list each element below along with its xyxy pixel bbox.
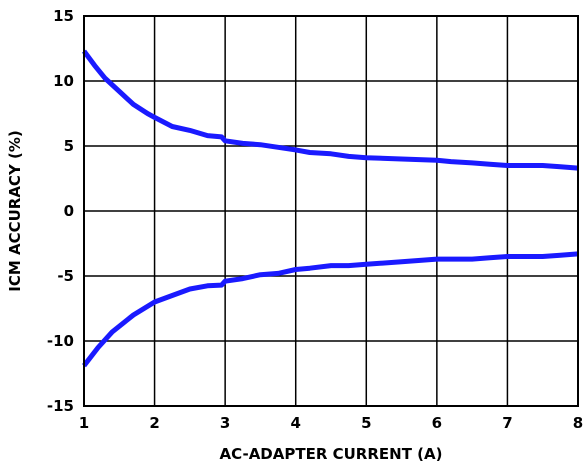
- x-tick-label: 5: [361, 414, 371, 432]
- y-tick-label: 10: [53, 72, 74, 90]
- x-tick-label: 8: [573, 414, 583, 432]
- x-tick-label: 1: [79, 414, 89, 432]
- y-tick-label: 15: [53, 7, 74, 25]
- lower-limit-line: [82, 251, 579, 368]
- y-tick-label: -10: [47, 332, 74, 350]
- x-axis-title: AC-ADAPTER CURRENT (A): [220, 445, 443, 463]
- x-tick-label: 3: [220, 414, 230, 432]
- y-axis-title: ICM ACCURACY (%): [6, 130, 24, 292]
- series-group: [81, 49, 579, 368]
- x-tick-label: 6: [432, 414, 442, 432]
- x-tick-label: 4: [290, 414, 300, 432]
- grid: [83, 15, 579, 407]
- upper-limit-line: [81, 49, 579, 171]
- x-tick-label: 2: [149, 414, 159, 432]
- y-tick-label: -5: [57, 267, 74, 285]
- plot-frame: [83, 15, 579, 407]
- y-tick-label: 0: [64, 202, 74, 220]
- x-tick-label: 7: [502, 414, 512, 432]
- y-tick-label: 5: [64, 137, 74, 155]
- y-tick-label: -15: [47, 397, 74, 415]
- tick-labels: 1 2 3 4 5 6 7 8 15 10 5 0 -5 -10 -15: [47, 7, 583, 432]
